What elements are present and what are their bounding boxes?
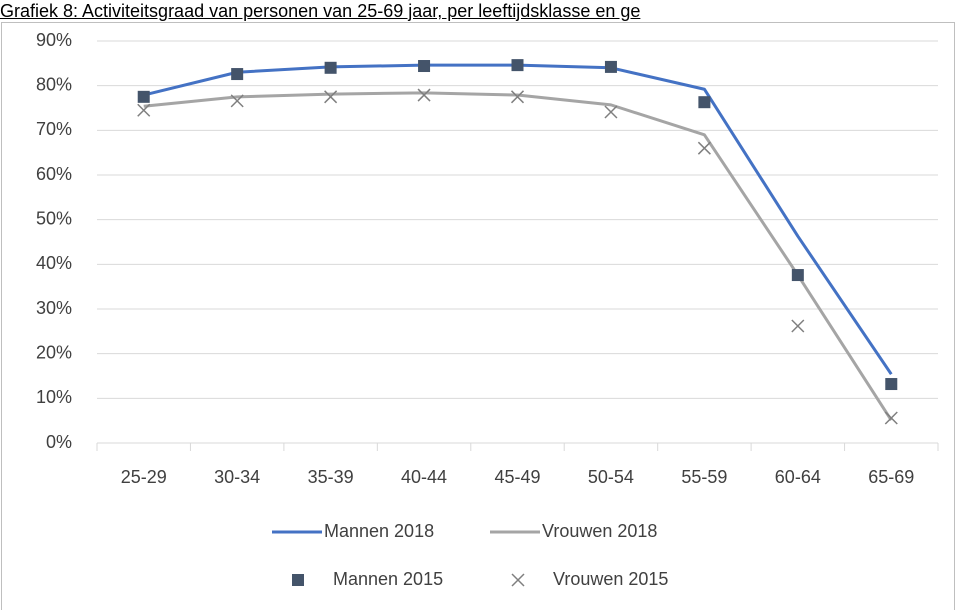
marker-square [418, 60, 431, 73]
x-tick-label: 60-64 [775, 467, 821, 487]
marker-square [324, 61, 337, 74]
marker-square [137, 90, 150, 103]
marker-x [791, 319, 805, 333]
marker-square [511, 59, 524, 72]
marker-x [604, 105, 618, 119]
legend-label: Vrouwen 2018 [542, 521, 657, 541]
marker-x [884, 411, 898, 425]
marker-x [417, 88, 431, 102]
y-tick-label: 80% [36, 74, 72, 94]
x-tick-label: 25-29 [121, 467, 167, 487]
x-tick-label: 65-69 [868, 467, 914, 487]
legend-label: Vrouwen 2015 [553, 569, 668, 589]
marker-x [324, 90, 338, 104]
x-tick-label: 35-39 [308, 467, 354, 487]
marker-x [511, 573, 525, 587]
x-tick-label: 50-54 [588, 467, 634, 487]
marker-x [697, 141, 711, 155]
x-tick-label: 30-34 [214, 467, 260, 487]
legend-label: Mannen 2018 [324, 521, 434, 541]
y-tick-label: 70% [36, 119, 72, 139]
marker-square [791, 269, 804, 282]
y-tick-label: 30% [36, 298, 72, 318]
marker-square [292, 574, 304, 586]
marker-x [510, 90, 525, 104]
y-tick-label: 50% [36, 208, 72, 228]
y-tick-label: 10% [36, 387, 72, 407]
x-tick-label: 40-44 [401, 467, 447, 487]
y-tick-label: 60% [36, 164, 72, 184]
y-tick-label: 90% [36, 30, 72, 50]
y-tick-label: 20% [36, 342, 72, 362]
x-tick-label: 45-49 [494, 467, 540, 487]
marker-square [231, 68, 244, 81]
marker-square [885, 378, 898, 391]
chart-frame [1, 22, 955, 610]
x-tick-label: 55-59 [681, 467, 727, 487]
series-line [143, 91, 893, 422]
marker-x [137, 103, 151, 117]
chart-title: Grafiek 8: Activiteitsgraad van personen… [0, 1, 641, 21]
y-tick-label: 40% [36, 253, 72, 273]
legend-label: Mannen 2015 [333, 569, 443, 589]
marker-square [604, 60, 617, 73]
marker-square [698, 96, 711, 109]
marker-x [230, 94, 244, 108]
y-tick-label: 0% [46, 432, 72, 452]
